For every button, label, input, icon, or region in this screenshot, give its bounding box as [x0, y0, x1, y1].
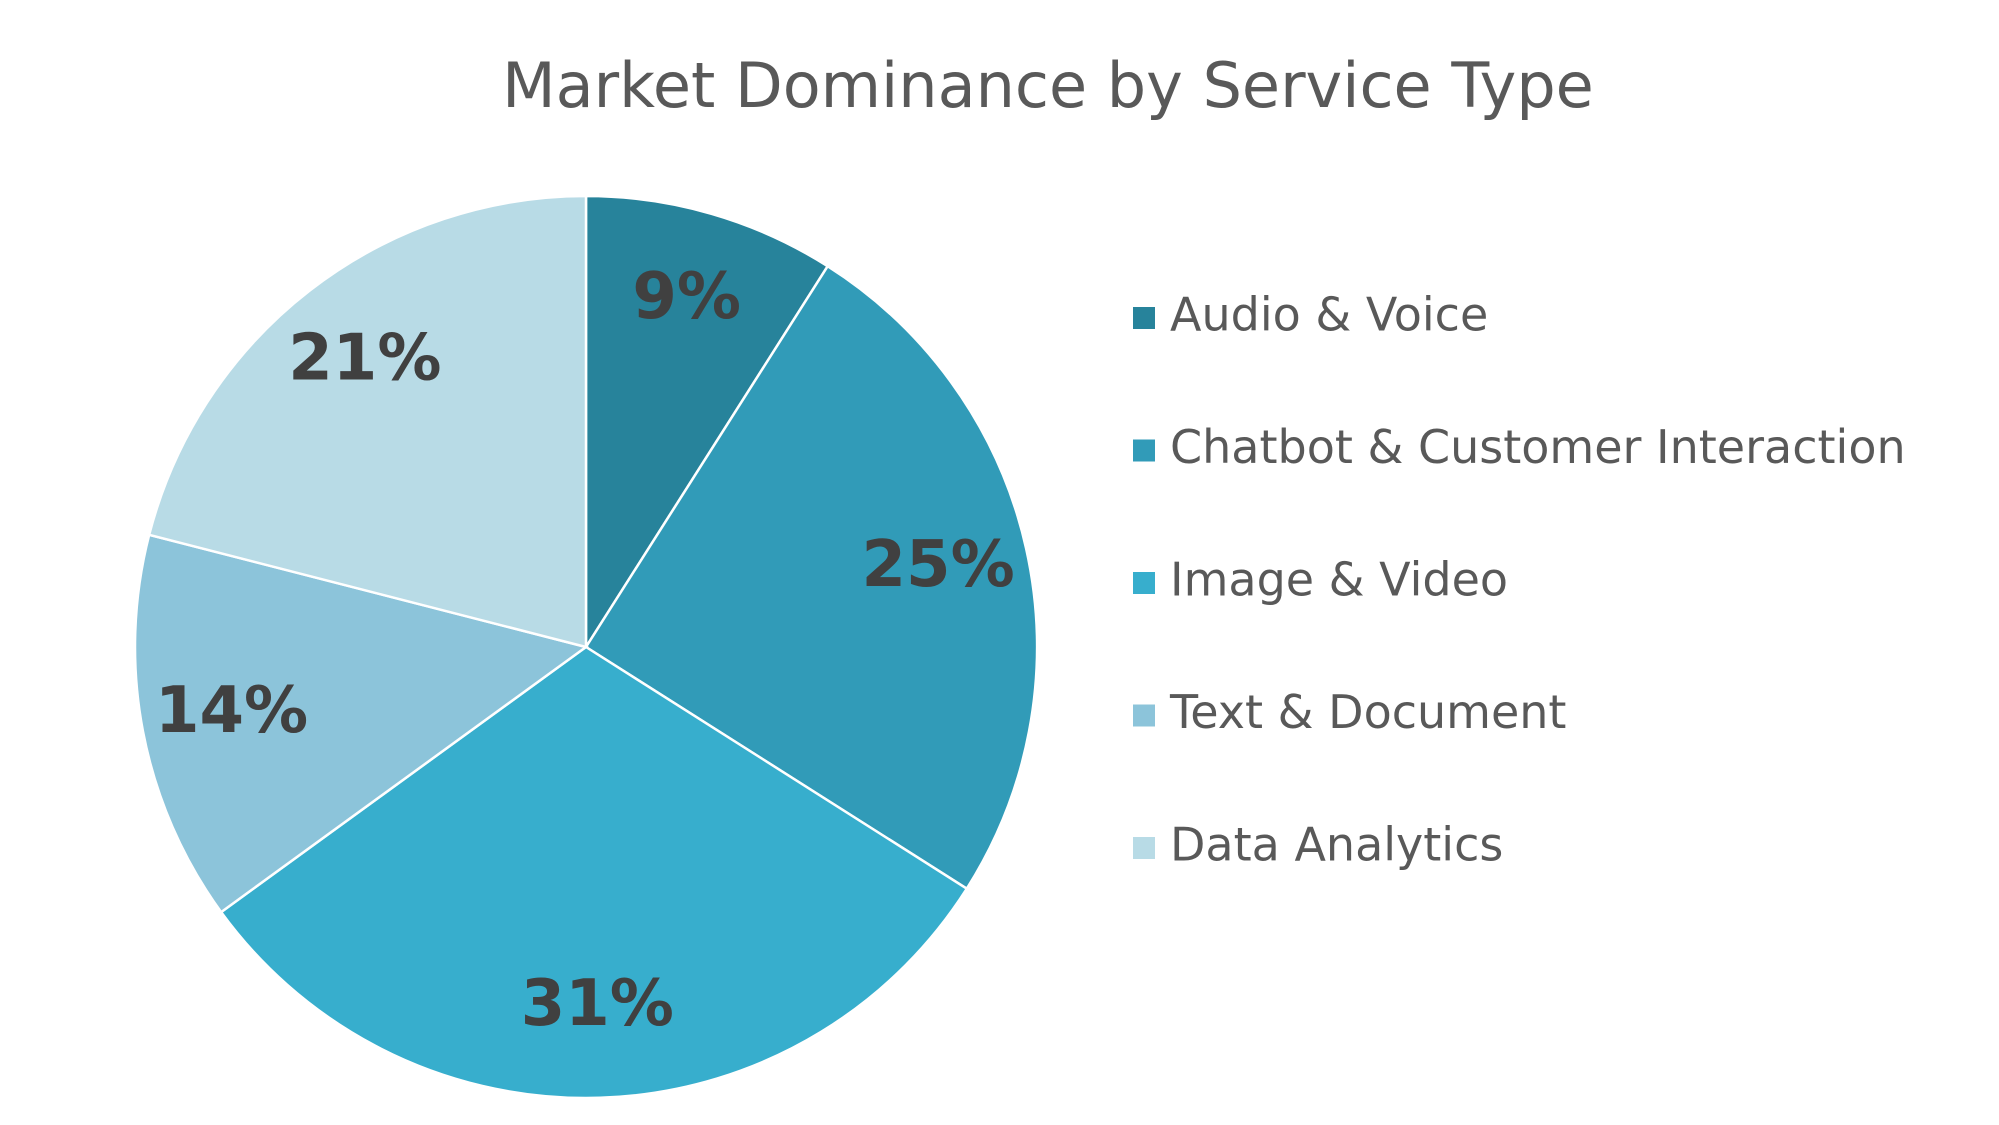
legend-swatch	[1133, 704, 1155, 727]
legend-label: Audio & Voice	[1170, 288, 1488, 342]
legend-swatch	[1133, 439, 1155, 462]
legend-swatch	[1133, 837, 1155, 859]
legend-label: Image & Video	[1170, 553, 1508, 607]
value-label: 31%	[521, 967, 674, 1041]
pie-slice	[147, 194, 588, 649]
chart-title: Market Dominance by Service Type	[502, 49, 1594, 122]
pie-slice	[133, 533, 589, 914]
pie-slice	[584, 264, 1039, 891]
legend-swatch	[1133, 572, 1155, 594]
value-label: 25%	[862, 528, 1015, 602]
legend-label: Data Analytics	[1170, 818, 1503, 872]
pie-slice	[584, 194, 830, 652]
legend-label: Chatbot & Customer Interaction	[1170, 420, 1906, 474]
legend-label: Text & Document	[1169, 685, 1566, 739]
value-label: 21%	[288, 321, 441, 395]
value-label: 9%	[632, 260, 741, 334]
pie-slice	[219, 645, 969, 1100]
value-label: 14%	[155, 674, 308, 748]
legend-swatch	[1133, 307, 1155, 329]
